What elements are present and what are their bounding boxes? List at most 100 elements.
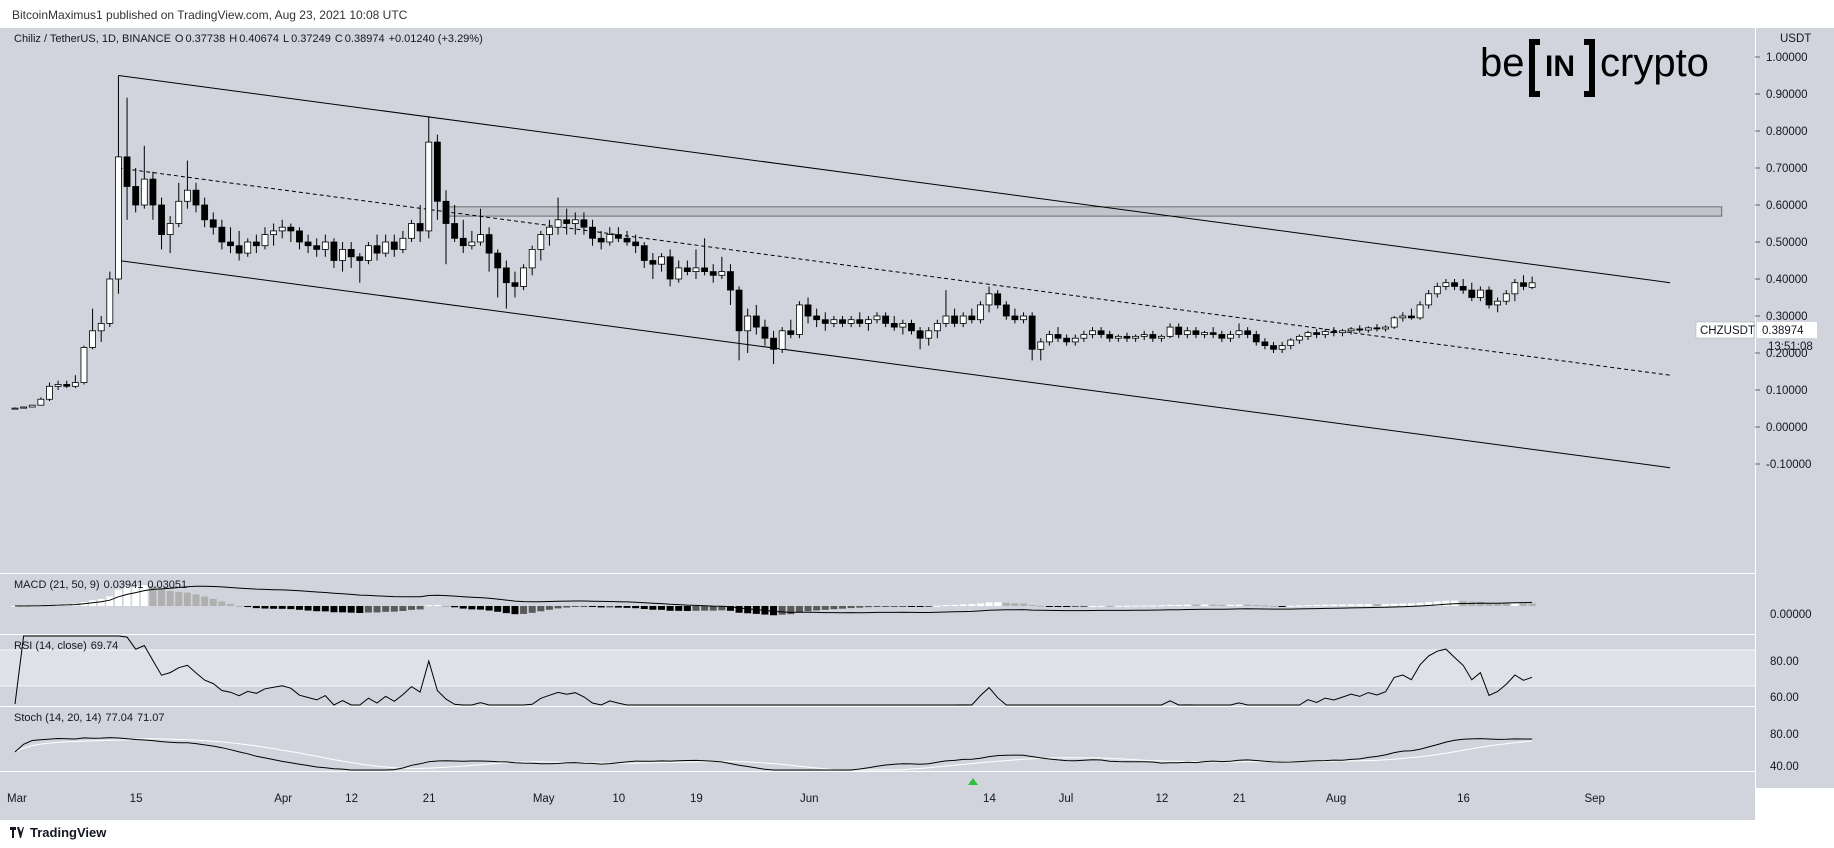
macd-bar xyxy=(442,605,450,607)
macd-bar xyxy=(270,606,278,609)
candle xyxy=(1468,282,1476,302)
svg-text:be: be xyxy=(1480,41,1525,85)
candle xyxy=(597,230,605,250)
macd-bar xyxy=(235,605,243,607)
candle-body-down xyxy=(563,219,571,224)
candle xyxy=(1252,330,1260,346)
candle-body-down xyxy=(1356,328,1364,331)
candle-body-up xyxy=(1304,332,1312,337)
macd-bar xyxy=(795,606,803,613)
stoch-k-line xyxy=(14,737,1533,771)
svg-text:IN: IN xyxy=(1545,50,1575,83)
macd-bar xyxy=(718,606,726,611)
candle-body-up xyxy=(1321,331,1329,335)
candle xyxy=(270,223,278,246)
candle-body-up xyxy=(692,267,700,272)
candle xyxy=(356,253,364,283)
candle xyxy=(201,197,209,228)
macd-bar xyxy=(1390,603,1398,606)
macd-bar xyxy=(925,606,933,607)
candle xyxy=(28,404,36,408)
macd-bar xyxy=(1209,604,1217,606)
candle-body-down xyxy=(951,315,958,324)
candle xyxy=(873,312,881,324)
candle-body-up xyxy=(873,315,881,321)
macd-bar xyxy=(873,606,881,607)
candle-body-down xyxy=(701,267,708,272)
macd-bar xyxy=(1330,604,1338,606)
candle-body-up xyxy=(1528,282,1536,288)
macd-bar xyxy=(580,606,588,607)
candle xyxy=(968,308,976,324)
candle-body-down xyxy=(908,322,915,332)
macd-bar xyxy=(158,588,166,606)
tradingview-logo[interactable]: TradingView xyxy=(10,825,106,840)
macd-bar xyxy=(701,606,709,611)
candle xyxy=(140,145,148,209)
time-tick-label: 12 xyxy=(345,793,358,805)
candle xyxy=(192,182,200,213)
candle xyxy=(1063,334,1071,346)
candle-body-down xyxy=(589,226,596,239)
candle xyxy=(899,319,907,335)
macd-bar xyxy=(175,591,183,606)
candle-body-up xyxy=(1046,334,1053,343)
candle-body-down xyxy=(1520,282,1527,287)
signal-arrow-icon xyxy=(968,778,978,785)
candle-body-down xyxy=(632,241,640,247)
candle-body-down xyxy=(296,230,303,243)
candle xyxy=(1295,334,1303,344)
candle-body-down xyxy=(356,256,364,261)
macd-bar xyxy=(1002,602,1010,606)
macd-bar xyxy=(1425,602,1433,606)
candle xyxy=(752,304,760,335)
macd-bar xyxy=(1063,606,1071,607)
macd-bar xyxy=(623,606,631,608)
candle xyxy=(1166,323,1174,339)
candle xyxy=(787,319,795,339)
candle xyxy=(882,312,890,328)
candle xyxy=(813,308,821,328)
macd-bar xyxy=(804,606,812,612)
candle-body-up xyxy=(1071,337,1079,343)
candle xyxy=(37,397,45,406)
candle xyxy=(683,260,691,276)
candle-body-up xyxy=(175,200,183,224)
candle-body-up xyxy=(1166,326,1174,337)
macd-bar xyxy=(140,585,148,606)
chart-svg[interactable]: Chiliz / TetherUS, 1D, BINANCE O 0.37738 H 0… xyxy=(0,28,1834,820)
candle xyxy=(1261,338,1269,350)
candle-body-down xyxy=(1192,330,1200,335)
candle xyxy=(477,208,484,246)
candle-body-up xyxy=(71,382,79,387)
macd-bar xyxy=(1123,605,1131,607)
macd-bar xyxy=(511,606,519,615)
macd-bar xyxy=(494,606,502,612)
candle-body-down xyxy=(192,189,200,206)
candle xyxy=(1097,327,1105,339)
candle xyxy=(701,238,708,276)
candle-body-up xyxy=(382,241,390,254)
candle-body-down xyxy=(623,237,631,243)
candle xyxy=(951,308,958,328)
macd-bar xyxy=(658,606,665,610)
candle-body-down xyxy=(1106,334,1114,339)
candle-body-up xyxy=(278,226,286,232)
candle xyxy=(1071,334,1079,346)
candle xyxy=(1321,328,1329,339)
tradingview-brand: TradingView xyxy=(30,825,107,840)
candle xyxy=(494,249,502,298)
candle xyxy=(537,230,545,261)
candle xyxy=(1373,324,1381,332)
candle-body-up xyxy=(899,322,907,328)
candle-body-down xyxy=(158,204,165,236)
resistance-zone-rect xyxy=(445,206,1723,217)
macd-bar xyxy=(770,606,778,616)
macd-bar xyxy=(778,606,786,615)
candle-body-down xyxy=(1063,337,1071,343)
macd-bar xyxy=(614,606,622,608)
candle xyxy=(856,312,864,328)
candle-body-down xyxy=(416,223,424,232)
candle xyxy=(675,260,683,283)
candle xyxy=(365,242,372,265)
